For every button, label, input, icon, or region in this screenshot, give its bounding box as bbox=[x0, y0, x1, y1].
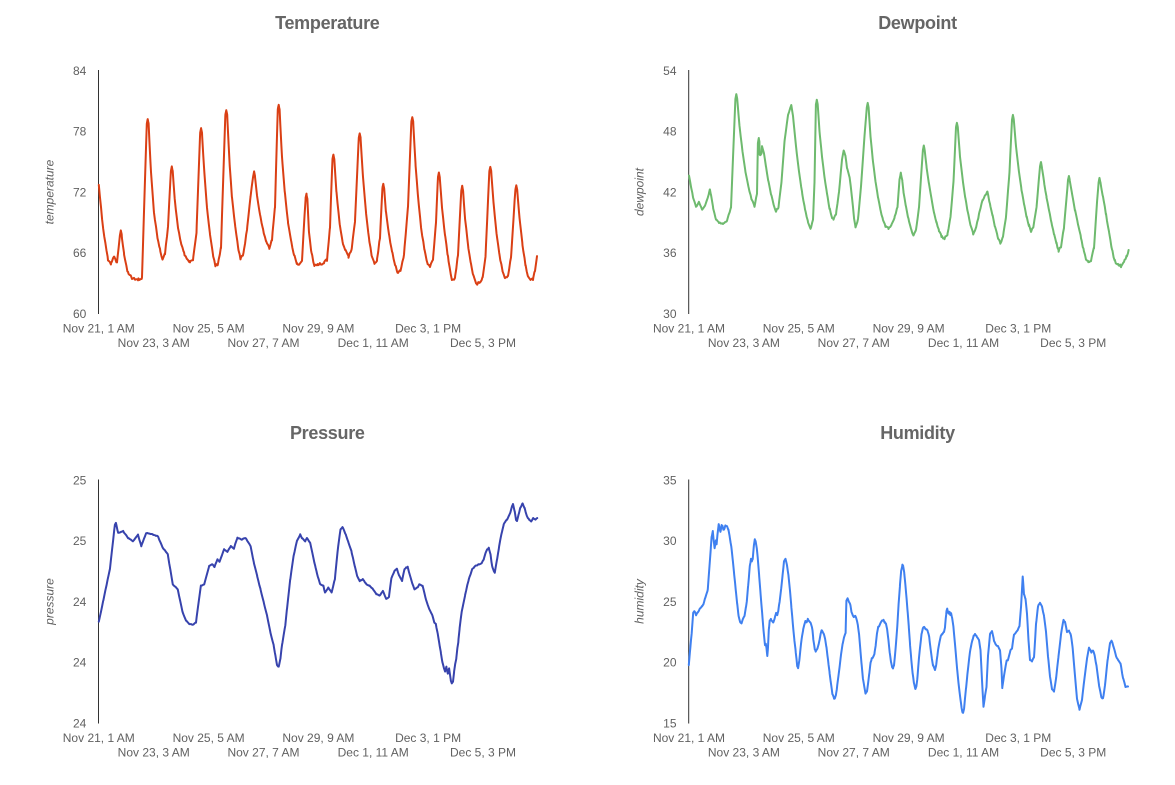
svg-text:54: 54 bbox=[663, 64, 677, 78]
svg-text:78: 78 bbox=[73, 125, 87, 139]
svg-text:Nov 23, 3 AM: Nov 23, 3 AM bbox=[708, 336, 780, 350]
svg-text:pressure: pressure bbox=[43, 578, 57, 626]
svg-text:dewpoint: dewpoint bbox=[633, 167, 647, 216]
svg-text:Nov 29, 9 AM: Nov 29, 9 AM bbox=[282, 322, 354, 336]
svg-text:48: 48 bbox=[663, 125, 677, 139]
svg-text:60: 60 bbox=[73, 307, 87, 321]
svg-text:Dec 5, 3 PM: Dec 5, 3 PM bbox=[1040, 336, 1106, 350]
svg-text:Nov 29, 9 AM: Nov 29, 9 AM bbox=[873, 322, 945, 336]
svg-text:42: 42 bbox=[663, 185, 677, 199]
svg-text:20: 20 bbox=[663, 656, 677, 670]
svg-text:Nov 25, 5 AM: Nov 25, 5 AM bbox=[763, 322, 835, 336]
svg-text:Nov 23, 3 AM: Nov 23, 3 AM bbox=[118, 336, 190, 350]
svg-text:Nov 21, 1 AM: Nov 21, 1 AM bbox=[653, 731, 725, 745]
svg-text:Nov 27, 7 AM: Nov 27, 7 AM bbox=[227, 745, 299, 759]
svg-text:Nov 23, 3 AM: Nov 23, 3 AM bbox=[118, 745, 190, 759]
svg-text:Dec 1, 11 AM: Dec 1, 11 AM bbox=[928, 336, 999, 350]
svg-text:Dec 5, 3 PM: Dec 5, 3 PM bbox=[1040, 745, 1106, 759]
svg-text:Dec 5, 3 PM: Dec 5, 3 PM bbox=[450, 745, 516, 759]
svg-text:15: 15 bbox=[663, 716, 677, 730]
svg-text:Dec 3, 1 PM: Dec 3, 1 PM bbox=[395, 731, 461, 745]
svg-text:Humidity: Humidity bbox=[880, 423, 955, 443]
svg-text:Nov 25, 5 AM: Nov 25, 5 AM bbox=[763, 731, 835, 745]
svg-text:Nov 25, 5 AM: Nov 25, 5 AM bbox=[173, 322, 245, 336]
svg-text:Nov 21, 1 AM: Nov 21, 1 AM bbox=[653, 322, 725, 336]
svg-text:30: 30 bbox=[663, 534, 677, 548]
svg-text:Temperature: Temperature bbox=[275, 13, 380, 33]
svg-text:Nov 21, 1 AM: Nov 21, 1 AM bbox=[63, 322, 135, 336]
svg-text:Dec 1, 11 AM: Dec 1, 11 AM bbox=[338, 336, 409, 350]
svg-text:25: 25 bbox=[73, 473, 87, 487]
svg-text:Nov 27, 7 AM: Nov 27, 7 AM bbox=[818, 336, 890, 350]
svg-text:Pressure: Pressure bbox=[290, 423, 365, 443]
svg-text:72: 72 bbox=[73, 185, 87, 199]
svg-text:temperature: temperature bbox=[43, 159, 57, 224]
svg-text:Dec 3, 1 PM: Dec 3, 1 PM bbox=[985, 731, 1051, 745]
svg-text:24: 24 bbox=[73, 716, 87, 730]
svg-text:35: 35 bbox=[663, 473, 677, 487]
svg-text:Nov 27, 7 AM: Nov 27, 7 AM bbox=[227, 336, 299, 350]
svg-text:84: 84 bbox=[73, 64, 87, 78]
svg-text:Nov 23, 3 AM: Nov 23, 3 AM bbox=[708, 745, 780, 759]
svg-text:Nov 21, 1 AM: Nov 21, 1 AM bbox=[63, 731, 135, 745]
svg-text:Dewpoint: Dewpoint bbox=[878, 13, 957, 33]
svg-text:25: 25 bbox=[73, 534, 87, 548]
svg-text:24: 24 bbox=[73, 656, 87, 670]
svg-text:Dec 3, 1 PM: Dec 3, 1 PM bbox=[395, 322, 461, 336]
svg-text:humidity: humidity bbox=[633, 578, 647, 624]
svg-text:30: 30 bbox=[663, 307, 677, 321]
svg-text:25: 25 bbox=[663, 595, 677, 609]
svg-text:Dec 5, 3 PM: Dec 5, 3 PM bbox=[450, 336, 516, 350]
svg-text:Nov 29, 9 AM: Nov 29, 9 AM bbox=[873, 731, 945, 745]
svg-text:36: 36 bbox=[663, 246, 677, 260]
svg-text:Nov 29, 9 AM: Nov 29, 9 AM bbox=[282, 731, 354, 745]
svg-text:66: 66 bbox=[73, 246, 87, 260]
svg-text:Dec 3, 1 PM: Dec 3, 1 PM bbox=[985, 322, 1051, 336]
svg-text:Dec 1, 11 AM: Dec 1, 11 AM bbox=[338, 745, 409, 759]
svg-text:Nov 27, 7 AM: Nov 27, 7 AM bbox=[818, 745, 890, 759]
svg-text:Nov 25, 5 AM: Nov 25, 5 AM bbox=[173, 731, 245, 745]
svg-text:Dec 1, 11 AM: Dec 1, 11 AM bbox=[928, 745, 999, 759]
svg-text:24: 24 bbox=[73, 595, 87, 609]
